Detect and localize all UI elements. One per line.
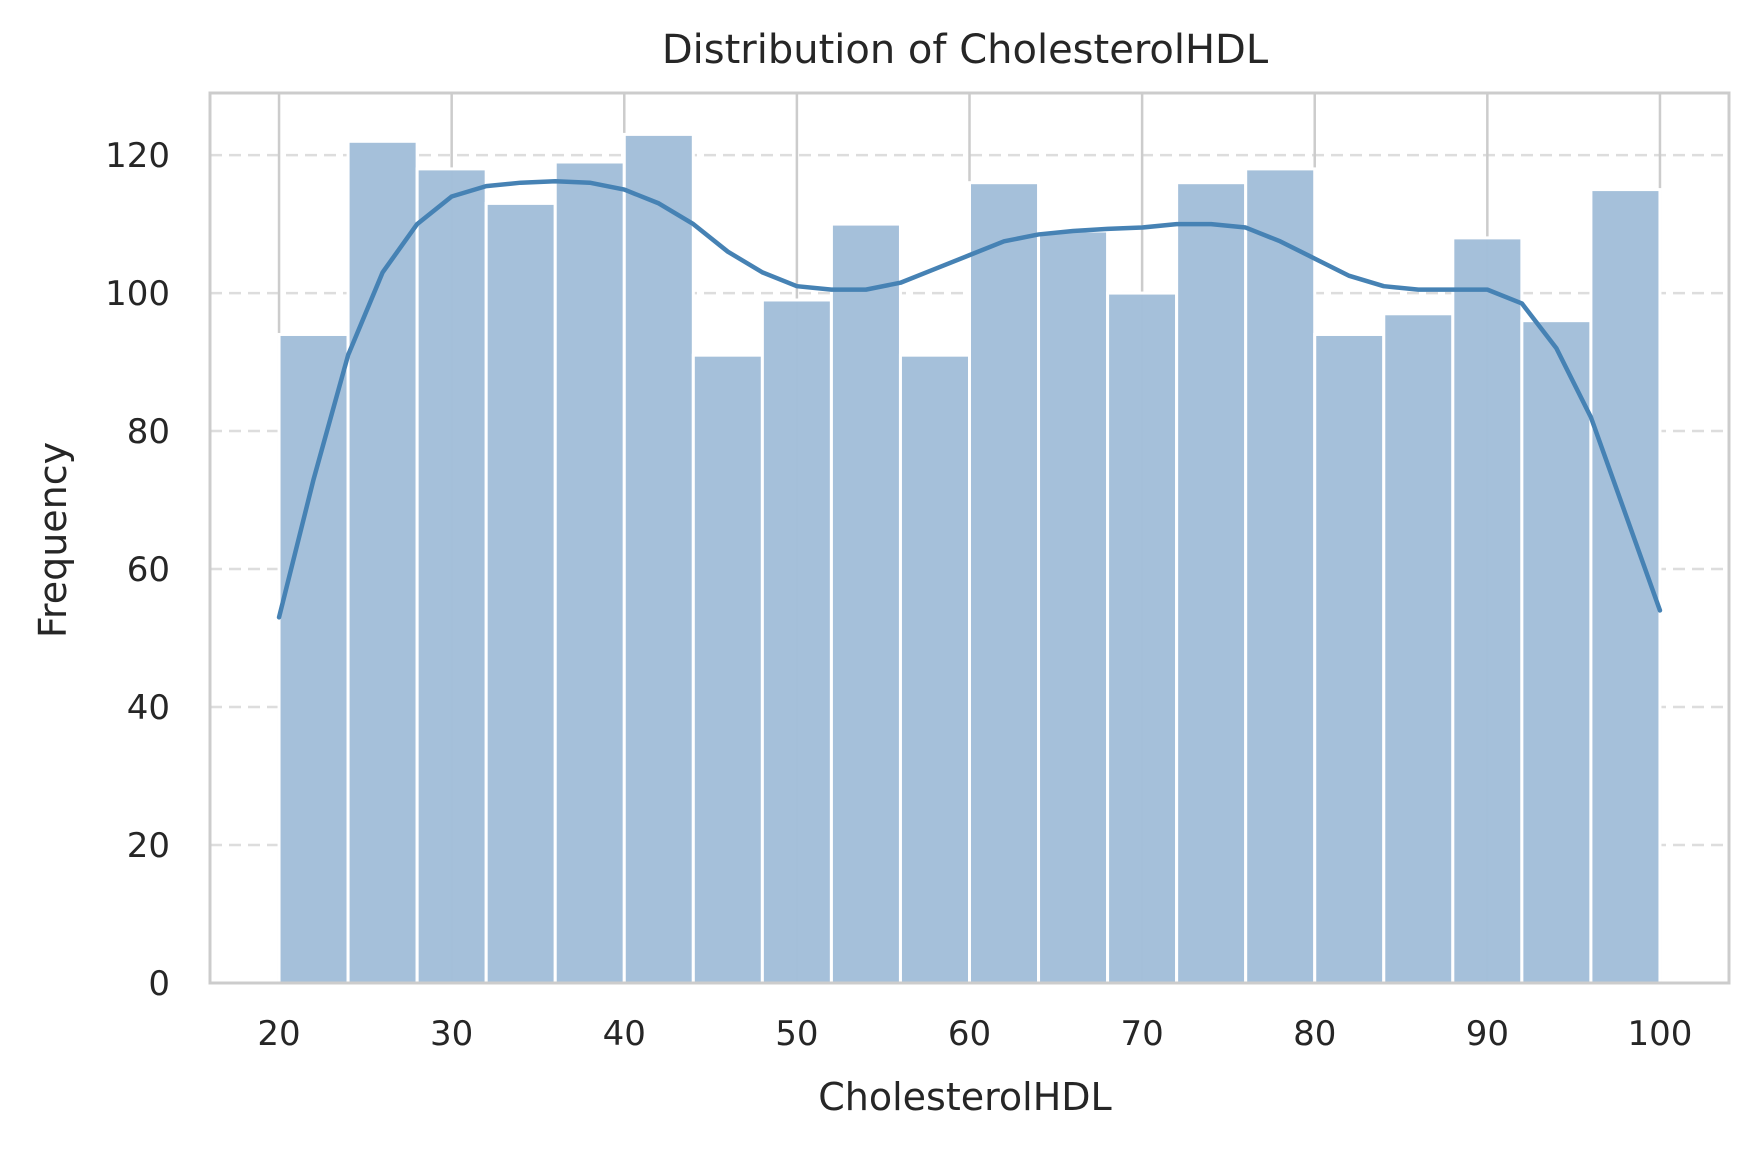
- bars-layer: [277, 132, 1662, 985]
- histogram-bar: [277, 332, 350, 985]
- histogram-bar: [346, 139, 419, 985]
- histogram-bar: [898, 353, 971, 985]
- histogram-bar: [1451, 236, 1524, 985]
- x-tick-label: 70: [1120, 1014, 1163, 1054]
- y-tick-label: 20: [127, 826, 170, 866]
- histogram-bar: [1175, 181, 1248, 985]
- histogram-bar: [1106, 291, 1179, 985]
- histogram-bar: [1589, 188, 1662, 985]
- y-tick-label: 60: [127, 550, 170, 590]
- y-tick-label: 100: [105, 274, 170, 314]
- histogram-bar: [484, 201, 557, 985]
- y-tick-label: 80: [127, 412, 170, 452]
- histogram-bar: [829, 222, 902, 985]
- histogram-bar: [622, 132, 695, 985]
- histogram-bar: [1382, 312, 1455, 985]
- kde-curve: [276, 179, 1663, 620]
- y-axis-title: Frequency: [31, 442, 75, 638]
- x-tick-label: 90: [1466, 1014, 1509, 1054]
- histogram-bar: [1037, 229, 1110, 985]
- x-tick-label: 40: [603, 1014, 646, 1054]
- x-axis-title: CholesterolHDL: [818, 1075, 1111, 1119]
- histogram-bar: [415, 167, 488, 985]
- histogram-bar: [1313, 332, 1386, 985]
- y-tick-label: 120: [105, 136, 170, 176]
- x-tick-label: 100: [1628, 1014, 1693, 1054]
- histogram-bar: [760, 298, 833, 985]
- chart-title: Distribution of CholesterolHDL: [662, 27, 1269, 73]
- kde-layer: [276, 179, 1663, 620]
- x-tick-label: 60: [948, 1014, 991, 1054]
- plot-frame: [208, 91, 1731, 985]
- y-tick-label: 40: [127, 688, 170, 728]
- x-tick-label: 30: [430, 1014, 473, 1054]
- x-tick-label: 80: [1293, 1014, 1336, 1054]
- histogram-bar: [968, 181, 1041, 985]
- x-tick-label: 50: [775, 1014, 818, 1054]
- histogram-bar: [1244, 167, 1317, 985]
- x-tick-label: 20: [257, 1014, 300, 1054]
- x-tick-labels: 20 30 40 50 60 70 80 90 100: [257, 1014, 1692, 1054]
- y-tick-label: 0: [148, 964, 170, 1004]
- histogram-bar: [553, 160, 626, 985]
- y-tick-labels: 0 20 40 60 80 100 120: [105, 136, 170, 1004]
- histogram-bar: [1520, 319, 1593, 985]
- histogram-bar: [691, 353, 764, 985]
